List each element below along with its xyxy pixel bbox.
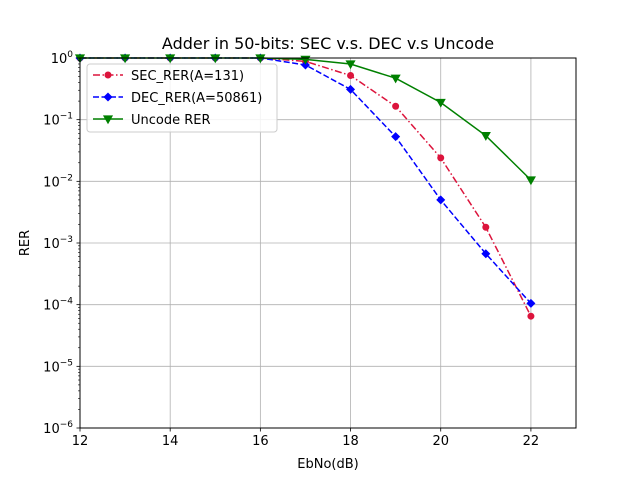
data-point-uncode-rer [210, 54, 221, 64]
y-tick-label: 10−5 [43, 358, 73, 375]
data-point-dec-rer-a-50861 [346, 84, 356, 94]
legend-label-sec-rer-a-131: SEC_RER(A=131) [131, 69, 244, 84]
y-tick-label: 10−2 [43, 173, 73, 190]
chart-legend: SEC_RER(A=131) DEC_RER(A=50861) Uncode RER [86, 63, 278, 133]
data-point-uncode-rer [255, 54, 266, 64]
legend-label-uncode-rer: Uncode RER [131, 113, 211, 128]
data-point-sec-rer-a-131 [437, 154, 445, 162]
data-point-uncode-rer [120, 54, 131, 64]
x-tick-label: 16 [252, 434, 269, 449]
x-axis-label: EbNo(dB) [297, 457, 358, 472]
data-point-uncode-rer [165, 54, 176, 64]
legend-marker-dec-rer-a-50861 [103, 92, 113, 102]
y-tick-label: 100 [51, 50, 74, 67]
y-tick-label: 10−1 [43, 112, 73, 129]
data-point-dec-rer-a-50861 [300, 60, 310, 70]
data-point-uncode-rer [525, 176, 536, 186]
data-point-dec-rer-a-50861 [436, 195, 446, 205]
chart-title: Adder in 50-bits: SEC v.s. DEC v.s Uncod… [162, 34, 494, 53]
data-point-sec-rer-a-131 [392, 102, 400, 110]
data-point-uncode-rer [435, 98, 446, 108]
legend-marker-sec-rer-a-131 [104, 71, 112, 79]
data-point-dec-rer-a-50861 [391, 132, 401, 142]
x-tick-label: 20 [432, 434, 449, 449]
y-tick-label: 10−6 [43, 420, 73, 437]
y-axis-label: RER [18, 230, 33, 256]
y-tick-label: 10−4 [43, 297, 73, 314]
x-tick-label: 12 [72, 434, 89, 449]
legend-label-dec-rer-a-50861: DEC_RER(A=50861) [131, 91, 262, 106]
y-tick-label: 10−3 [43, 235, 73, 252]
data-point-sec-rer-a-131 [347, 72, 355, 80]
x-tick-label: 14 [162, 434, 179, 449]
data-point-dec-rer-a-50861 [481, 249, 491, 259]
data-point-uncode-rer [345, 60, 356, 70]
data-point-dec-rer-a-50861 [526, 298, 536, 308]
data-point-sec-rer-a-131 [527, 312, 535, 320]
data-point-uncode-rer [390, 74, 401, 84]
x-tick-label: 22 [523, 434, 540, 449]
data-point-sec-rer-a-131 [482, 223, 490, 231]
legend-marker-uncode-rer [102, 115, 114, 125]
x-tick-label: 18 [342, 434, 359, 449]
legend-box [86, 63, 278, 133]
data-point-uncode-rer [480, 132, 491, 141]
